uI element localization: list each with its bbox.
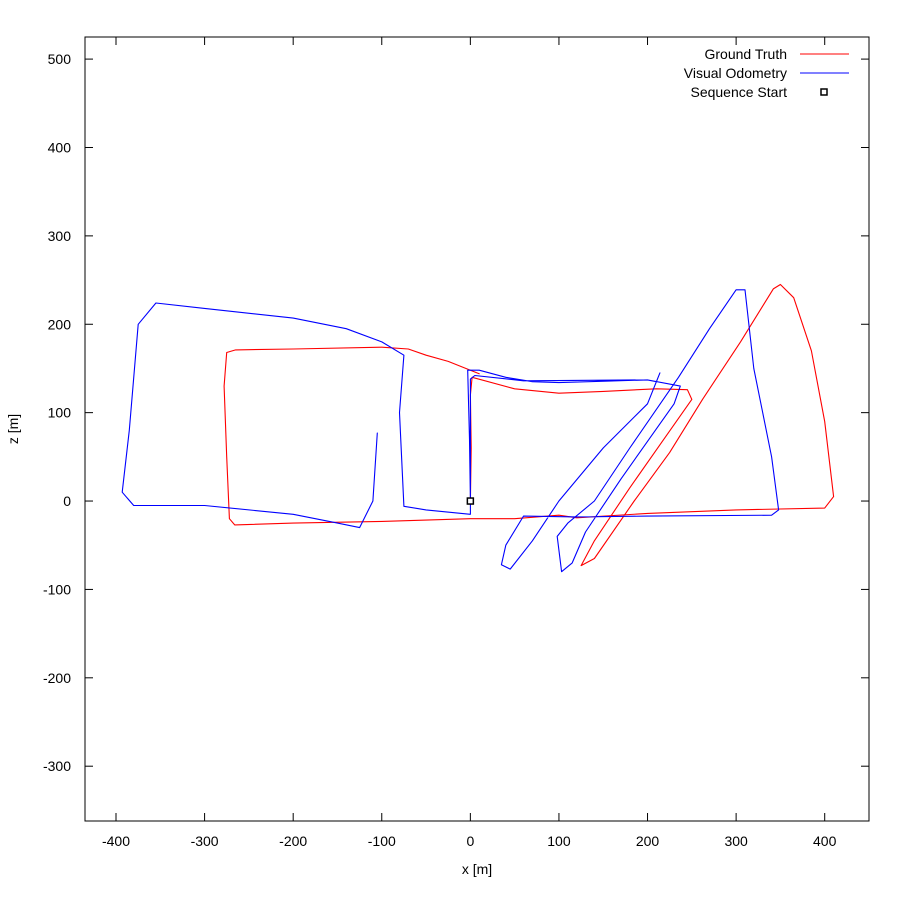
x-tick-label: 0 <box>466 833 474 849</box>
ticks-layer: -400 -300 -200 -100 0 100 200 300 400 -300 -200 -10… <box>43 37 869 849</box>
y-tick-label: -300 <box>43 758 71 774</box>
y-tick-label: -200 <box>43 670 71 686</box>
y-tick-label: -100 <box>43 581 71 597</box>
y-tick-label: 200 <box>48 316 72 332</box>
plot-frame <box>84 36 870 822</box>
x-tick-label: 400 <box>813 833 837 849</box>
x-tick-label: 100 <box>547 833 571 849</box>
y-tick-label: 0 <box>63 493 71 509</box>
series-line-ground-truth <box>223 283 835 567</box>
y-tick-label: 300 <box>48 228 72 244</box>
series-line-visual-odometry <box>121 289 780 573</box>
legend: Ground Truth Visual Odometry Sequence Star… <box>684 46 849 100</box>
legend-label: Sequence Start <box>690 84 787 100</box>
y-tick-label: 400 <box>48 139 72 155</box>
sequence-start-marker <box>466 497 475 505</box>
x-tick-label: -100 <box>368 833 396 849</box>
y-axis-label: z [m] <box>5 414 21 444</box>
legend-label: Ground Truth <box>705 46 788 62</box>
legend-label: Visual Odometry <box>684 65 787 81</box>
x-tick-label: -400 <box>102 833 130 849</box>
x-tick-label: -200 <box>279 833 307 849</box>
y-tick-label: 500 <box>48 51 72 67</box>
x-tick-label: -300 <box>191 833 219 849</box>
x-axis-label: x [m] <box>462 861 492 877</box>
x-tick-label: 200 <box>636 833 660 849</box>
legend-marker <box>820 88 828 96</box>
series-layer <box>121 283 835 573</box>
y-tick-label: 100 <box>48 405 72 421</box>
x-tick-label: 300 <box>724 833 748 849</box>
